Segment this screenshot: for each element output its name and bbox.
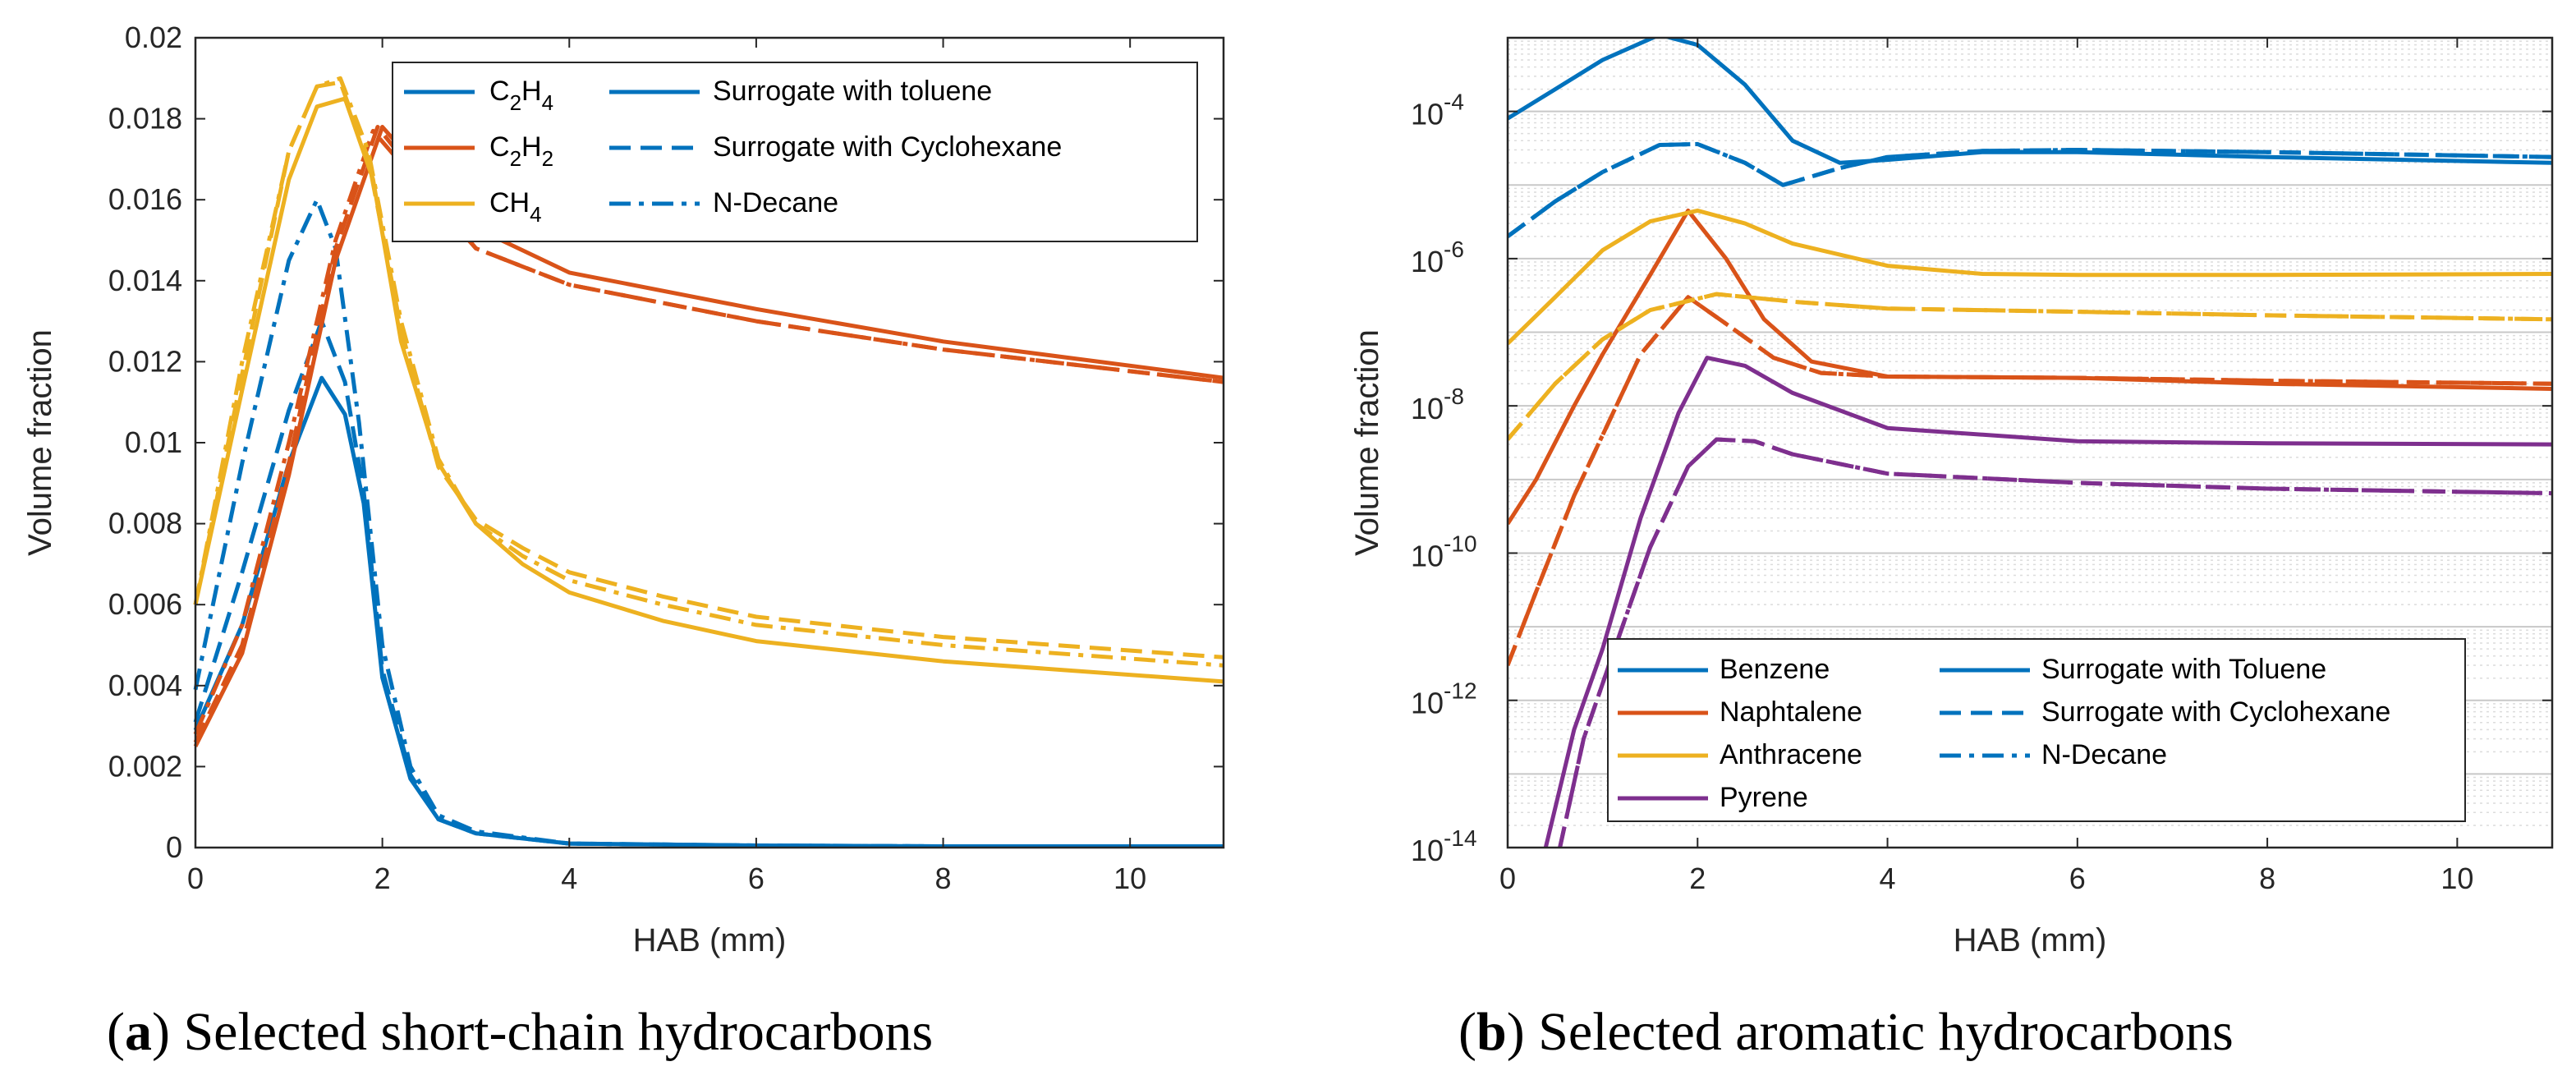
panel-a-legend: C2H4 C2H2 CH4 Surrogate with toluene Surroga… <box>392 62 1198 242</box>
panel-b-legend: Benzene Naphtalene Anthracene Pyrene Surroga… <box>1607 638 2466 822</box>
panel-a-legend-style-label: N-Decane <box>713 187 838 218</box>
panel-b-xtick-label: 10 <box>2441 862 2473 895</box>
panel-b-legend-style-label: Surrogate with Toluene <box>2041 654 2326 685</box>
panel-b-series-line <box>1543 356 2552 848</box>
panel-a-ytick-label: 0 <box>166 830 182 864</box>
panel-a-ylabel: Volume fraction <box>22 329 58 556</box>
panel-a-series-line <box>193 197 1224 848</box>
panel-a-legend-species: C2H2 <box>489 131 553 171</box>
panel-a-legend-species: CH4 <box>489 187 542 227</box>
panel-b-legend-style-label: Surrogate with Cyclohexane <box>2041 696 2390 728</box>
panel-a-ytick-label: 0.008 <box>108 507 182 540</box>
panel-a-xtick-label: 2 <box>374 862 391 895</box>
panel-b-xtick-label: 2 <box>1689 862 1706 895</box>
panel-a-ytick-label: 0.006 <box>108 587 182 621</box>
panel-a-series-line <box>193 319 1224 848</box>
panel-a-ytick-label: 0.014 <box>108 264 182 297</box>
panel-b-ytick-label: 10-4 <box>1411 90 1464 131</box>
caption-b-text: Selected aromatic hydrocarbons <box>1538 1002 2234 1062</box>
panel-b-aromatic: 0 2 4 6 8 10 10-14 10-12 10-10 10-8 10-6 10-4 HAB … <box>1349 36 2554 958</box>
panel-b-legend-box <box>1607 638 2466 822</box>
panel-b-xtick-label: 0 <box>1499 862 1516 895</box>
panel-a-legend-box <box>392 62 1198 242</box>
panel-b-ytick-label: 10-14 <box>1411 825 1477 867</box>
panel-b-legend-species: Pyrene <box>1720 782 1808 813</box>
panel-b-ytick-label: 10-6 <box>1411 237 1464 278</box>
panel-a-ytick-label: 0.02 <box>125 21 182 54</box>
panel-b-series-line <box>1508 208 2552 346</box>
panel-a-legend-style-label: Surrogate with toluene <box>713 76 992 107</box>
panel-a-series-line <box>193 76 1224 668</box>
panel-a-legend-style-label: Surrogate with Cyclohexane <box>713 131 1062 163</box>
panel-b-series-line <box>1508 38 2552 165</box>
panel-a-xtick-label: 4 <box>561 862 577 895</box>
caption-a: (a) Selected short-chain hydrocarbons <box>107 1002 933 1062</box>
caption-a-text: Selected short-chain hydrocarbons <box>183 1002 933 1062</box>
panel-b-series-line <box>1508 141 2552 238</box>
panel-b-series-line <box>1508 208 2552 526</box>
panel-b-ylabel: Volume fraction <box>1349 329 1385 556</box>
panel-b-xtick-label: 8 <box>2259 862 2275 895</box>
caption-b-label: b <box>1476 1002 1507 1062</box>
panel-a-short-chain: 0 2 4 6 8 10 0 0.002 0.004 0.006 0.008 0.01 0.012 0.… <box>22 21 1225 958</box>
panel-b-legend-species: Anthracene <box>1720 739 1862 770</box>
panel-a-xtick-label: 6 <box>748 862 765 895</box>
panel-b-ytick-label: 10-10 <box>1411 531 1477 572</box>
panel-b-legend-species: Naphtalene <box>1720 696 1862 728</box>
panel-a-xtick-label: 8 <box>935 862 952 895</box>
caption-a-label: a <box>125 1002 152 1062</box>
panel-a-ytick-label: 0.018 <box>108 102 182 136</box>
panel-b-xtick-label: 6 <box>2069 862 2086 895</box>
panel-b-ytick-label: 10-12 <box>1411 678 1477 720</box>
panel-a-ytick-label: 0.016 <box>108 182 182 216</box>
panel-a-ytick-label: 0.002 <box>108 749 182 783</box>
panel-a-series-line <box>193 375 1224 848</box>
panel-b-xtick-label: 4 <box>1880 862 1896 895</box>
panel-b-legend-species: Benzene <box>1720 654 1830 685</box>
panel-b-xlabel: HAB (mm) <box>1954 922 2107 958</box>
panel-a-legend-species: C2H4 <box>489 76 553 115</box>
panel-a-ytick-label: 0.004 <box>108 669 182 702</box>
panel-a-xtick-label: 0 <box>187 862 204 895</box>
panel-b-series-line <box>1508 295 2552 666</box>
panel-a-ytick-label: 0.01 <box>125 425 182 459</box>
panel-b-axes-box <box>1506 36 2554 849</box>
caption-b: (b) Selected aromatic hydrocarbons <box>1458 1002 2234 1062</box>
panel-a-xtick-label: 10 <box>1114 862 1146 895</box>
panel-b-series-line <box>1508 292 2552 441</box>
panel-a-xlabel: HAB (mm) <box>633 922 787 958</box>
panel-a-ytick-label: 0.012 <box>108 344 182 378</box>
panel-b-ytick-label: 10-8 <box>1411 384 1464 425</box>
panel-b-legend-style-label: N-Decane <box>2041 739 2167 770</box>
